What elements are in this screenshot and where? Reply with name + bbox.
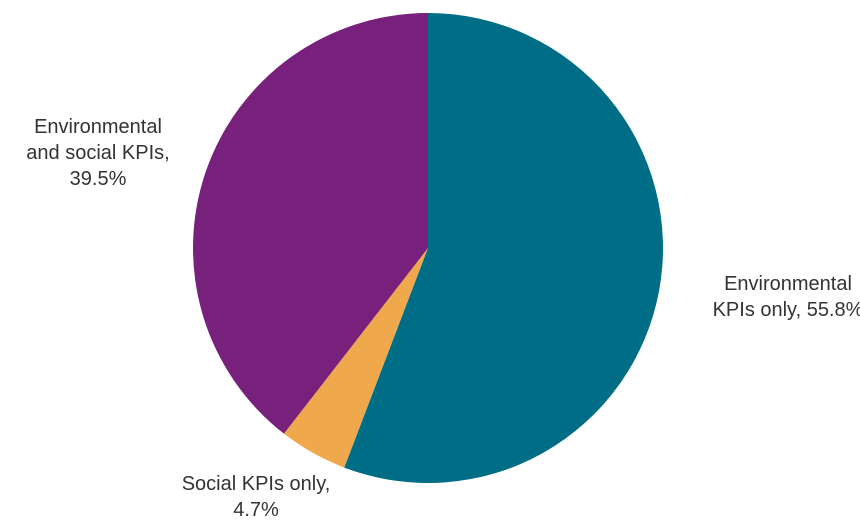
- slice-label-line: Environmental: [724, 273, 852, 295]
- slice-label-environmental-kpis-only: Environmental KPIs only, 55.8%: [713, 273, 860, 321]
- slice-label-line: Social KPIs only,: [182, 473, 331, 495]
- slice-label-line: 4.7%: [233, 499, 279, 521]
- slice-labels: Environmental KPIs only, 55.8% Social KPIs…: [26, 116, 860, 521]
- pie-slices: [192, 13, 663, 483]
- slice-label-social-kpis-only: Social KPIs only, 4.7%: [182, 473, 331, 521]
- slice-label-line: and social KPIs,: [26, 142, 169, 164]
- slice-label-line: Environmental: [34, 116, 162, 138]
- pie-slice-environmental-and-social-kpis: [192, 13, 428, 434]
- pie-slice-environmental-kpis-only: [344, 13, 663, 483]
- slice-label-environmental-and-social-kpis: Environmental and social KPIs, 39.5%: [26, 116, 169, 190]
- slice-label-line: 39.5%: [70, 168, 127, 190]
- pie-slice-social-kpis-only: [283, 248, 428, 468]
- slice-label-line: KPIs only, 55.8%: [713, 299, 860, 321]
